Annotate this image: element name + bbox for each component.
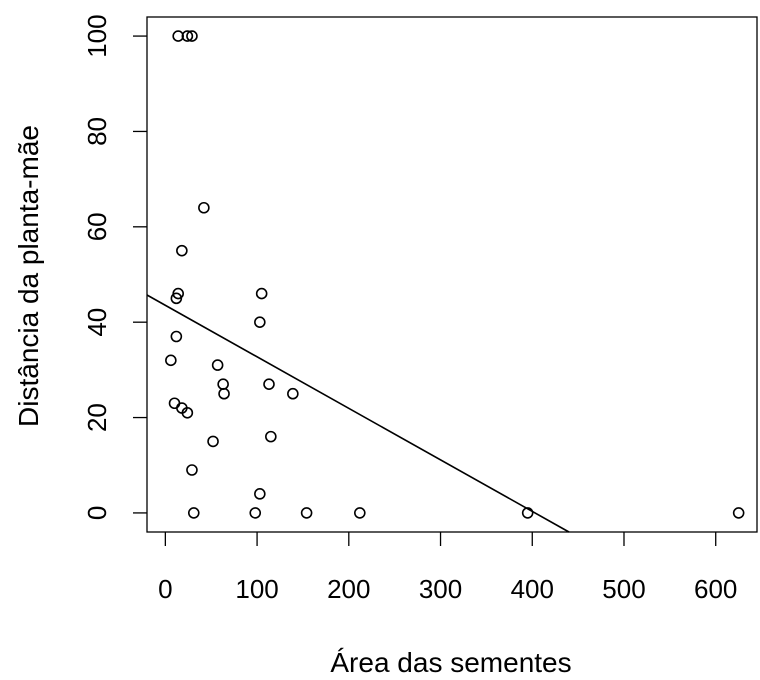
data-point: [266, 432, 276, 442]
x-axis-title: Área das sementes: [330, 647, 571, 678]
data-point: [187, 465, 197, 475]
x-tick-label: 100: [235, 574, 278, 604]
data-point: [177, 246, 187, 256]
data-point: [255, 489, 265, 499]
data-point: [199, 203, 209, 213]
data-point: [218, 379, 228, 389]
data-points: [166, 31, 744, 518]
x-tick-label: 0: [158, 574, 172, 604]
data-point: [250, 508, 260, 518]
data-point: [288, 389, 298, 399]
y-tick-label: 20: [82, 403, 112, 432]
data-point: [257, 289, 267, 299]
x-tick-label: 200: [327, 574, 370, 604]
x-tick-label: 400: [511, 574, 554, 604]
regression-line-group: [147, 295, 569, 532]
x-axis: 0 100 200 300 400 500 600: [158, 532, 737, 604]
x-tick-label: 600: [694, 574, 737, 604]
data-point: [171, 331, 181, 341]
y-tick-label: 40: [82, 308, 112, 337]
data-point: [734, 508, 744, 518]
y-tick-label: 0: [82, 506, 112, 520]
data-point: [213, 360, 223, 370]
y-tick-label: 60: [82, 212, 112, 241]
regression-line: [147, 295, 569, 532]
x-tick-label: 300: [419, 574, 462, 604]
data-point: [208, 436, 218, 446]
data-point: [166, 355, 176, 365]
plot-area: [147, 17, 757, 532]
data-point: [189, 508, 199, 518]
y-tick-label: 80: [82, 117, 112, 146]
y-axis: 0 20 40 60 80 100: [82, 14, 147, 520]
data-point: [219, 389, 229, 399]
data-point: [302, 508, 312, 518]
data-point: [170, 398, 180, 408]
x-tick-label: 500: [602, 574, 645, 604]
data-point: [255, 317, 265, 327]
data-point: [355, 508, 365, 518]
y-tick-label: 100: [82, 14, 112, 57]
y-axis-title: Distância da planta-mãe: [13, 125, 44, 427]
data-point: [264, 379, 274, 389]
